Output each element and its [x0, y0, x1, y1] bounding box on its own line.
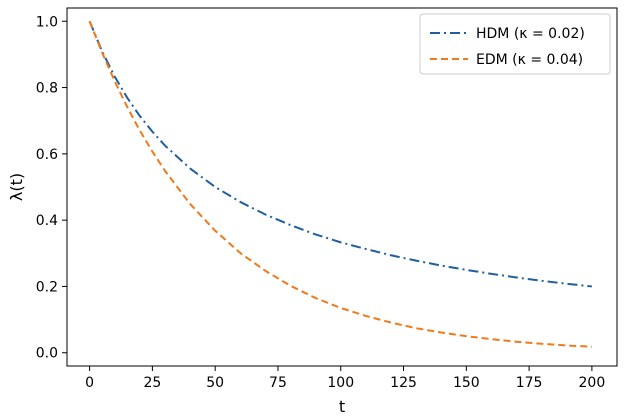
x-tick-label: 200 — [579, 375, 606, 391]
y-tick-label: 0.6 — [36, 147, 58, 163]
legend-label-1: EDM (κ = 0.04) — [476, 52, 583, 68]
y-tick-label: 1.0 — [36, 14, 58, 30]
y-axis-label: λ(t) — [7, 173, 26, 201]
plot-frame — [66, 7, 618, 367]
x-tick-label: 175 — [516, 375, 543, 391]
series-line-0 — [88, 20, 592, 288]
series-group — [88, 20, 592, 348]
legend: HDM (κ = 0.02) EDM (κ = 0.04) — [419, 13, 611, 75]
x-tick-label: 100 — [327, 375, 354, 391]
ticks: 0 25 50 75 100 125 150 175 200 0.0 0.2 0.4 0.6 0.8 1.0 — [36, 14, 606, 391]
y-tick-label: 0.0 — [36, 346, 58, 362]
x-axis-label: t — [339, 397, 345, 416]
x-tick-label: 75 — [269, 375, 287, 391]
x-tick-label: 0 — [85, 375, 94, 391]
x-tick-label: 25 — [143, 375, 161, 391]
x-tick-label: 125 — [390, 375, 417, 391]
x-tick-label: 50 — [206, 375, 224, 391]
y-tick-label: 0.2 — [36, 279, 58, 295]
x-tick-label: 150 — [453, 375, 480, 391]
y-tick-label: 0.8 — [36, 81, 58, 97]
legend-label-0: HDM (κ = 0.02) — [476, 26, 585, 42]
series-line-1 — [88, 20, 592, 348]
y-tick-label: 0.4 — [36, 213, 58, 229]
